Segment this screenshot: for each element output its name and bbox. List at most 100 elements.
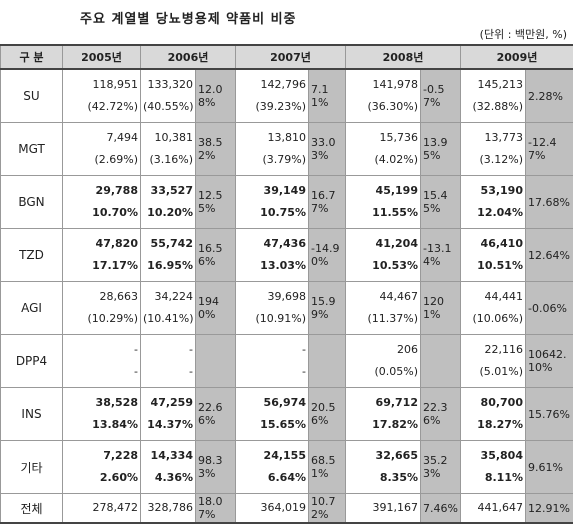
value-cell: 39,698(10.91%) [236,282,309,335]
amount: 145,213 [463,74,523,96]
share: 10.51% [463,255,523,277]
share: 10.53% [348,255,418,277]
row-label: BGN [1,176,63,229]
row-label: AGI [1,282,63,335]
value-cell: 391,167 [346,494,421,524]
value-cell: -- [236,335,309,388]
growth-cell: 15.45% [421,176,461,229]
growth-cell: 10.72% [309,494,346,524]
amount: 69,712 [348,392,418,414]
year-header: 2009년 [461,45,573,69]
value-cell: 328,786 [141,494,196,524]
value-cell: 145,213(32.88%) [461,69,526,123]
amount: 10,381 [143,127,193,149]
amount: 22,116 [463,339,523,361]
amount: 44,441 [463,286,523,308]
growth-cell: 16.56% [196,229,236,282]
corner-header: 구 분 [1,45,63,69]
amount: 56,974 [238,392,306,414]
growth-cell: 35.23% [421,441,461,494]
share: 8.35% [348,467,418,489]
share: 10.70% [65,202,138,224]
share: 17.82% [348,414,418,436]
amount: 7,228 [65,445,138,467]
share: 8.11% [463,467,523,489]
share: - [65,361,138,383]
row-label: 기타 [1,441,63,494]
growth-cell: 12.91% [526,494,573,524]
row-label: SU [1,69,63,123]
value-cell: 278,472 [63,494,141,524]
growth-cell: 1201% [421,282,461,335]
amount: 55,742 [143,233,193,255]
amount: 133,320 [143,74,193,96]
growth-cell [309,335,346,388]
amount: 41,204 [348,233,418,255]
value-cell: 206(0.05%) [346,335,421,388]
growth-cell: 12.55% [196,176,236,229]
amount: 32,665 [348,445,418,467]
value-cell: -- [63,335,141,388]
growth-cell [421,335,461,388]
row-label: DPP4 [1,335,63,388]
growth-cell: -13.14% [421,229,461,282]
share: (10.06%) [463,308,523,330]
year-header: 2005년 [63,45,141,69]
value-cell: 15,736(4.02%) [346,123,421,176]
growth-cell: -14.90% [309,229,346,282]
growth-cell: -0.57% [421,69,461,123]
share: (10.91%) [238,308,306,330]
growth-cell: 15.76% [526,388,573,441]
share: (3.79%) [238,149,306,171]
share: 13.03% [238,255,306,277]
amount: 45,199 [348,180,418,202]
amount: 33,527 [143,180,193,202]
share: (4.02%) [348,149,418,171]
row-label: MGT [1,123,63,176]
growth-cell: 68.51% [309,441,346,494]
year-header: 2007년 [236,45,346,69]
amount: - [238,339,306,361]
amount: 80,700 [463,392,523,414]
amount: 142,796 [238,74,306,96]
amount: 47,436 [238,233,306,255]
amount: 28,663 [65,286,138,308]
share: (42.72%) [65,96,138,118]
growth-cell: 12.64% [526,229,573,282]
row-label: INS [1,388,63,441]
amount: - [65,339,138,361]
growth-cell: 18.07% [196,494,236,524]
row-label: TZD [1,229,63,282]
value-cell: 118,951(42.72%) [63,69,141,123]
amount: 118,951 [65,74,138,96]
growth-cell: 33.03% [309,123,346,176]
amount: 24,155 [238,445,306,467]
growth-cell: 10642.10% [526,335,573,388]
value-cell: 28,663(10.29%) [63,282,141,335]
value-cell: 13,773(3.12%) [461,123,526,176]
amount: 44,467 [348,286,418,308]
unit-note: (단위 : 백만원, %) [480,26,567,42]
value-cell: -- [141,335,196,388]
growth-cell: 20.56% [309,388,346,441]
share: 10.75% [238,202,306,224]
value-cell: 142,796(39.23%) [236,69,309,123]
